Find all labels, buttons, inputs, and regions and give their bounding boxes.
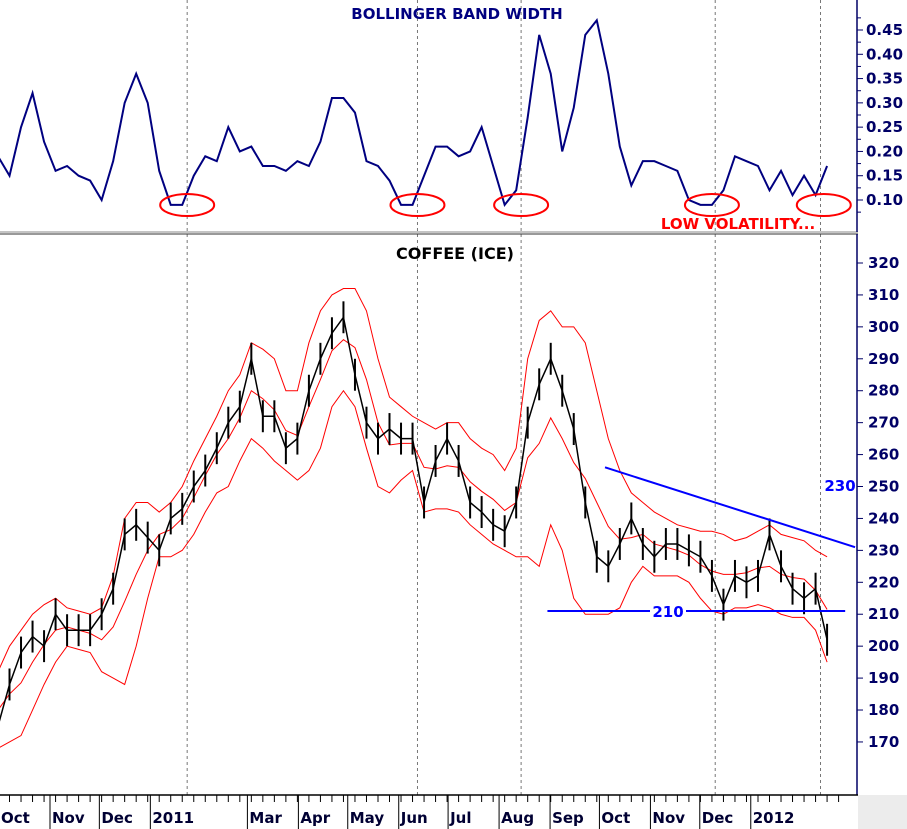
bbw-title: BOLLINGER BAND WIDTH [351, 5, 562, 23]
price-y-tick-label: 200 [868, 637, 899, 655]
bbw-y-tick-label: 0.40 [866, 45, 903, 63]
x-tick-label: Nov [52, 809, 85, 827]
bbw-y-tick-label: 0.30 [866, 94, 903, 112]
x-tick-label: Dec [702, 809, 734, 827]
price-y-tick-label: 180 [868, 701, 899, 719]
support-label: 210 [652, 603, 683, 621]
x-tick-label: Aug [501, 809, 534, 827]
x-tick-label: Sep [552, 809, 584, 827]
x-tick-label: Oct [1, 809, 30, 827]
price-y-tick-label: 290 [868, 350, 899, 368]
vertical-markers [186, 0, 821, 795]
low-volatility-circle [159, 193, 216, 217]
x-tick-label: 2012 [753, 809, 795, 827]
price-y-tick-label: 190 [868, 669, 899, 687]
price-panel: 170 180 190 200 210 220 230 240 250 260 270 280 290 3… [0, 254, 899, 751]
price-y-tick-label: 170 [868, 733, 899, 751]
low-volatility-circle [683, 193, 740, 217]
price-title: COFFEE (ICE) [396, 244, 514, 263]
price-y-tick-label: 250 [868, 478, 899, 496]
x-tick-label: Dec [101, 809, 133, 827]
x-tick-label: May [350, 809, 385, 827]
price-y-tick-label: 280 [868, 382, 899, 400]
x-axis-ticks: Oct Nov Dec 2011 Mar Apr May Jun Jul Aug Sep Oct Nov… [1, 795, 840, 829]
price-y-tick-label: 320 [868, 254, 899, 272]
low-volatility-circle [795, 193, 852, 217]
x-tick-label: Oct [601, 809, 630, 827]
price-y-tick-label: 210 [868, 605, 899, 623]
bbw-y-tick-label: 0.45 [866, 21, 903, 39]
bbw-y-tick-label: 0.25 [866, 118, 903, 136]
low-volatility-circle [493, 193, 550, 217]
price-y-tick-label: 300 [868, 318, 899, 336]
resistance-label: 230 [824, 477, 855, 495]
price-y-tick-label: 310 [868, 286, 899, 304]
x-tick-label: Mar [249, 809, 282, 827]
resistance-trendline [604, 466, 856, 549]
price-y-tick-label: 260 [868, 446, 899, 464]
low-volatility-circle [389, 193, 446, 217]
x-tick-label: Jul [449, 809, 471, 827]
bbw-panel: 0.10 0.15 0.20 0.25 0.30 0.35 0.40 0.45 [0, 17, 903, 217]
corner-fill [858, 795, 907, 829]
x-tick-label: Nov [652, 809, 685, 827]
x-tick-label: Apr [300, 809, 330, 827]
price-y-tick-label: 240 [868, 509, 899, 527]
price-y-tick-label: 230 [868, 541, 899, 559]
bbw-y-tick-label: 0.35 [866, 70, 903, 88]
price-y-tick-label: 270 [868, 414, 899, 432]
low-volatility-annotation: LOW VOLATILITY... [661, 215, 815, 233]
bbw-y-tick-label: 0.20 [866, 142, 903, 160]
price-y-tick-label: 220 [868, 573, 899, 591]
upper-bollinger-band [0, 288, 828, 669]
bbw-y-tick-label: 0.10 [866, 191, 903, 209]
x-tick-label: 2011 [152, 809, 194, 827]
support-label-bg [650, 602, 686, 621]
lower-bollinger-band [0, 389, 828, 748]
bbw-y-tick-label: 0.15 [866, 167, 903, 185]
x-tick-label: Jun [400, 809, 428, 827]
